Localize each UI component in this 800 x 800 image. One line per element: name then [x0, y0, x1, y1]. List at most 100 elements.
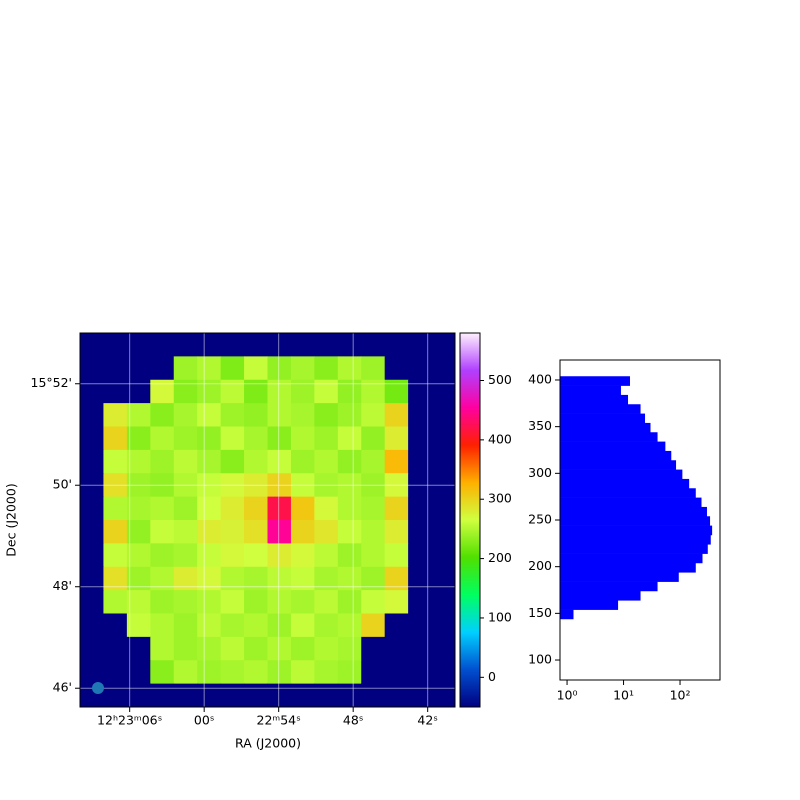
pixel — [431, 379, 456, 404]
pixel — [431, 613, 456, 638]
x-tick-label: 42ˢ — [417, 713, 438, 728]
pixel — [173, 660, 198, 685]
pixel — [80, 543, 104, 568]
pixel — [384, 403, 409, 427]
pixel — [197, 379, 222, 404]
bar — [560, 422, 651, 433]
pixel — [220, 636, 245, 661]
bar — [560, 441, 666, 452]
pixel — [431, 566, 456, 591]
bar — [560, 497, 702, 508]
pixel — [361, 356, 386, 381]
pixel — [80, 333, 104, 357]
pixel — [314, 520, 339, 544]
colorbar-tick-label: 100 — [488, 609, 512, 624]
pixel — [267, 356, 292, 381]
pixel — [220, 356, 245, 381]
pixel — [173, 636, 198, 661]
pixel — [314, 590, 339, 614]
pixel — [267, 613, 292, 638]
pixel — [290, 520, 315, 544]
pixel — [126, 543, 151, 568]
pixel — [103, 449, 128, 474]
pixel — [290, 449, 315, 474]
pixel — [431, 403, 456, 427]
pixel — [126, 566, 151, 591]
bar — [560, 516, 711, 526]
pixel — [103, 520, 128, 544]
pixel — [361, 660, 386, 685]
pixel — [150, 636, 175, 661]
pixel — [314, 613, 339, 638]
pixel — [314, 379, 339, 404]
pixel — [244, 379, 268, 404]
pixel — [197, 543, 222, 568]
pixel — [408, 520, 433, 544]
pixel — [103, 379, 128, 404]
pixel — [267, 660, 292, 685]
bar — [560, 562, 696, 573]
pixel — [173, 543, 198, 568]
pixel — [290, 636, 315, 661]
pixel — [361, 403, 386, 427]
pixel — [361, 379, 386, 404]
y-tick-label: 200 — [528, 558, 552, 573]
pixel — [220, 543, 245, 568]
pixel — [267, 520, 292, 544]
pixel — [267, 379, 292, 404]
colorbar-tick-label: 300 — [488, 491, 512, 506]
pixel — [220, 590, 245, 614]
pixel — [197, 683, 222, 708]
y-tick-label: 400 — [528, 371, 552, 386]
beam — [92, 682, 104, 694]
pixel — [337, 449, 362, 474]
pixel — [384, 636, 409, 661]
pixel — [384, 379, 409, 404]
pixel — [361, 683, 386, 708]
pixel — [314, 543, 339, 568]
pixel — [267, 590, 292, 614]
colorbar-tick-label: 200 — [488, 550, 512, 565]
bar — [560, 581, 658, 592]
pixel — [220, 660, 245, 685]
pixel — [126, 683, 151, 708]
pixel — [197, 636, 222, 661]
pixel — [173, 496, 198, 521]
bar — [560, 413, 646, 424]
pixel — [173, 613, 198, 638]
pixel — [126, 520, 151, 544]
y-tick-label: 15°52' — [31, 375, 73, 390]
pixel — [173, 683, 198, 708]
y-tick-label: 50' — [53, 477, 72, 492]
pixel — [80, 426, 104, 451]
y-tick-label: 48' — [53, 578, 72, 593]
pixel — [126, 449, 151, 474]
bar — [560, 544, 708, 554]
pixel — [150, 543, 175, 568]
pixel — [173, 590, 198, 614]
pixel — [220, 379, 245, 404]
pixel — [431, 590, 456, 614]
pixel — [244, 356, 268, 381]
pixel — [314, 660, 339, 685]
pixel — [337, 683, 362, 708]
bar — [560, 404, 641, 414]
pixel — [150, 590, 175, 614]
pixel — [361, 449, 386, 474]
pixel — [197, 496, 222, 521]
pixel — [220, 449, 245, 474]
y-tick-label: 46' — [53, 680, 72, 695]
pixel — [197, 590, 222, 614]
pixel — [150, 333, 175, 357]
x-axis-label: RA (J2000) — [235, 736, 301, 751]
pixel — [384, 613, 409, 638]
pixel — [337, 520, 362, 544]
pixel — [126, 403, 151, 427]
pixel — [337, 543, 362, 568]
x-tick-label: 10⁰ — [557, 688, 578, 703]
pixel — [126, 379, 151, 404]
pixel — [220, 496, 245, 521]
axes-frame — [79, 332, 456, 708]
pixel — [220, 520, 245, 544]
pixel — [290, 660, 315, 685]
